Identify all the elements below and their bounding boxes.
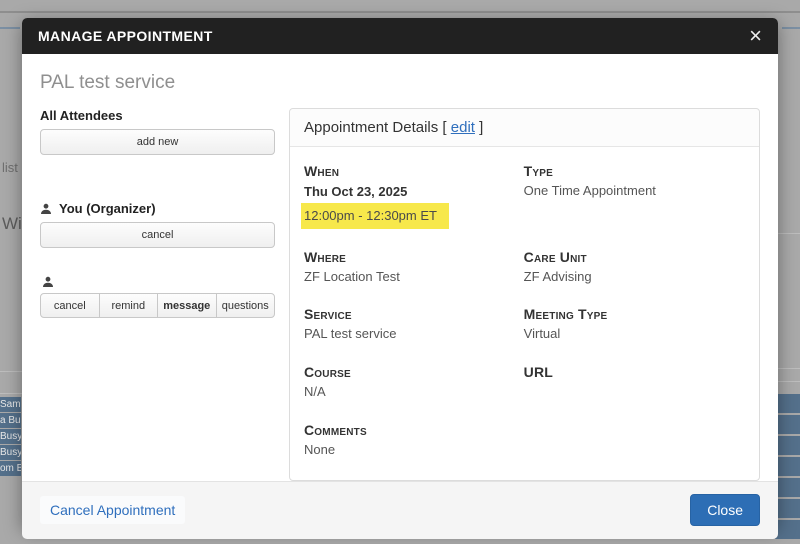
field-care-unit-value: ZF Advising: [523, 268, 592, 284]
field-comments: Comments None: [304, 422, 516, 460]
attendees-heading: All Attendees: [40, 108, 123, 123]
attendee-cancel-button[interactable]: cancel: [40, 293, 100, 318]
calendar-busy-column-left: Sam a Bus Busy Busy om B: [0, 397, 21, 477]
manage-appointment-dialog: MANAGE APPOINTMENT × PAL test service Al…: [22, 18, 778, 539]
person-icon: [42, 276, 275, 288]
field-service-value: PAL test service: [304, 326, 397, 342]
close-button[interactable]: Close: [690, 494, 760, 527]
background-gridline: [775, 381, 800, 382]
close-icon[interactable]: ×: [749, 23, 762, 48]
calendar-busy-slot: [775, 499, 800, 518]
calendar-busy-slot: [775, 415, 800, 434]
details-panel-header: Appointment Details [ edit ]: [290, 109, 759, 147]
background-text-wi: Wi: [2, 214, 22, 233]
calendar-busy-slot: [775, 520, 800, 539]
field-when-label: When: [304, 163, 340, 179]
calendar-busy-column-right: [775, 394, 800, 541]
field-where-label: Where: [304, 248, 346, 265]
organizer-name: You (Organizer): [59, 201, 156, 216]
attendee-remind-button[interactable]: remind: [98, 293, 158, 318]
field-course-value: N/A: [304, 384, 326, 400]
background-accent-line-right: [782, 27, 800, 29]
field-care-unit-label: Care Unit: [523, 248, 587, 265]
field-where-value: ZF Location Test: [304, 268, 400, 284]
field-type-label: Type: [523, 163, 554, 179]
calendar-busy-slot: [775, 436, 800, 455]
bracket: [: [442, 119, 447, 136]
field-course: Course N/A: [304, 364, 516, 402]
field-when: When Thu Oct 23, 2025 12:00pm - 12:30pm …: [301, 163, 516, 229]
attendee-message-button[interactable]: message: [157, 293, 217, 318]
background-page-divider: [0, 11, 800, 13]
details-heading: Appointment Details: [304, 119, 439, 136]
calendar-busy-slot: om B: [0, 461, 21, 476]
field-url-label: URL: [523, 364, 554, 381]
calendar-busy-slot: [775, 457, 800, 476]
background-accent-line-left: [0, 27, 20, 29]
cancel-appointment-link[interactable]: Cancel Appointment: [40, 496, 186, 525]
attendee-questions-button[interactable]: questions: [215, 293, 275, 318]
dialog-body: PAL test service All Attendees add new Y…: [22, 54, 778, 481]
organizer-cancel-button[interactable]: cancel: [40, 222, 275, 248]
field-service: Service PAL test service: [304, 306, 516, 344]
dialog-title: MANAGE APPOINTMENT: [38, 28, 213, 44]
field-service-label: Service: [304, 306, 352, 323]
field-meeting-type: Meeting Type Virtual: [524, 306, 753, 344]
background-gridline: [0, 371, 22, 372]
bracket: ]: [479, 119, 484, 136]
add-new-attendee-button[interactable]: add new: [40, 129, 275, 155]
calendar-busy-slot: a Bus: [0, 413, 21, 428]
field-when-time-highlighted: 12:00pm - 12:30pm ET: [301, 202, 449, 229]
attendee-action-buttons: cancel remind message questions: [40, 293, 275, 318]
field-type: Type One Time Appointment: [524, 163, 753, 229]
service-title: PAL test service: [40, 72, 176, 93]
calendar-busy-slot: [775, 394, 800, 413]
calendar-busy-slot: Sam: [0, 397, 21, 412]
details-panel-content: When Thu Oct 23, 2025 12:00pm - 12:30pm …: [290, 147, 759, 480]
field-care-unit: Care Unit ZF Advising: [524, 249, 753, 287]
field-url: URL: [524, 364, 753, 402]
dialog-header: MANAGE APPOINTMENT ×: [22, 18, 778, 54]
appointment-details-panel: Appointment Details [ edit ] When Thu Oc…: [289, 108, 760, 481]
field-meeting-type-value: Virtual: [523, 326, 561, 342]
field-when-date: Thu Oct 23, 2025: [304, 184, 408, 199]
person-icon: [40, 203, 52, 215]
field-meeting-type-label: Meeting Type: [523, 306, 608, 323]
calendar-busy-slot: Busy: [0, 445, 21, 460]
field-comments-label: Comments: [304, 422, 367, 439]
edit-appointment-link[interactable]: edit: [450, 119, 475, 136]
calendar-busy-slot: Busy: [0, 429, 21, 444]
background-gridline: [775, 233, 800, 234]
field-course-label: Course: [304, 364, 351, 381]
field-comments-value: None: [304, 442, 336, 458]
field-type-value: One Time Appointment: [523, 183, 656, 198]
field-where: Where ZF Location Test: [304, 249, 516, 287]
attendees-panel: All Attendees add new You (Organizer) ca…: [40, 108, 275, 481]
background-gridline: [0, 393, 22, 394]
calendar-busy-slot: [775, 478, 800, 497]
dialog-footer: Cancel Appointment Close: [22, 480, 778, 539]
background-text-list: list: [2, 160, 18, 175]
background-gridline: [775, 368, 800, 369]
